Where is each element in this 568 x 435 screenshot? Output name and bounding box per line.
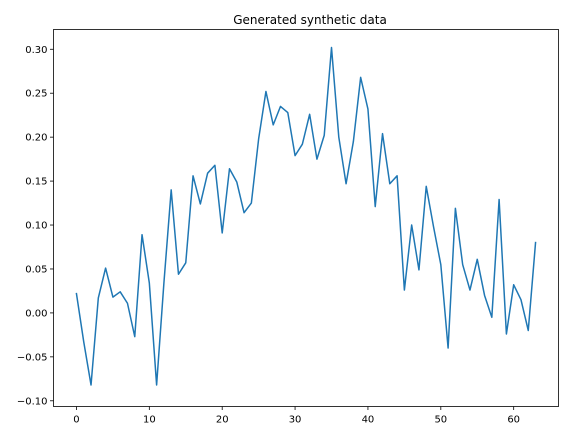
y-tick-label: 0.20 (25, 133, 47, 144)
y-tick-label: 0.00 (25, 308, 47, 319)
y-tick-label: 0.25 (25, 89, 47, 100)
x-tick-label: 20 (216, 415, 229, 426)
y-tick-label: 0.05 (25, 264, 47, 275)
plot-frame (53, 29, 559, 407)
chart-title: Generated synthetic data (233, 13, 387, 27)
x-tick-label: 10 (143, 415, 156, 426)
y-tick-label: −0.10 (17, 396, 48, 407)
x-tick-label: 50 (434, 415, 447, 426)
x-tick-label: 0 (73, 415, 79, 426)
x-tick-label: 30 (289, 415, 302, 426)
y-tick-label: 0.10 (25, 221, 47, 232)
y-tick-label: 0.15 (25, 177, 47, 188)
y-tick-label: −0.05 (17, 352, 48, 363)
x-tick-label: 40 (362, 415, 375, 426)
series-line (75, 46, 537, 386)
y-axis: −0.10 −0.05 0.00 0.05 0.10 0.15 0.20 0.25 0.30 (17, 45, 54, 407)
plot-area (75, 46, 537, 386)
y-tick-label: 0.30 (25, 45, 47, 56)
x-tick-label: 60 (507, 415, 520, 426)
x-axis: 0 10 20 30 40 50 60 (73, 406, 520, 426)
